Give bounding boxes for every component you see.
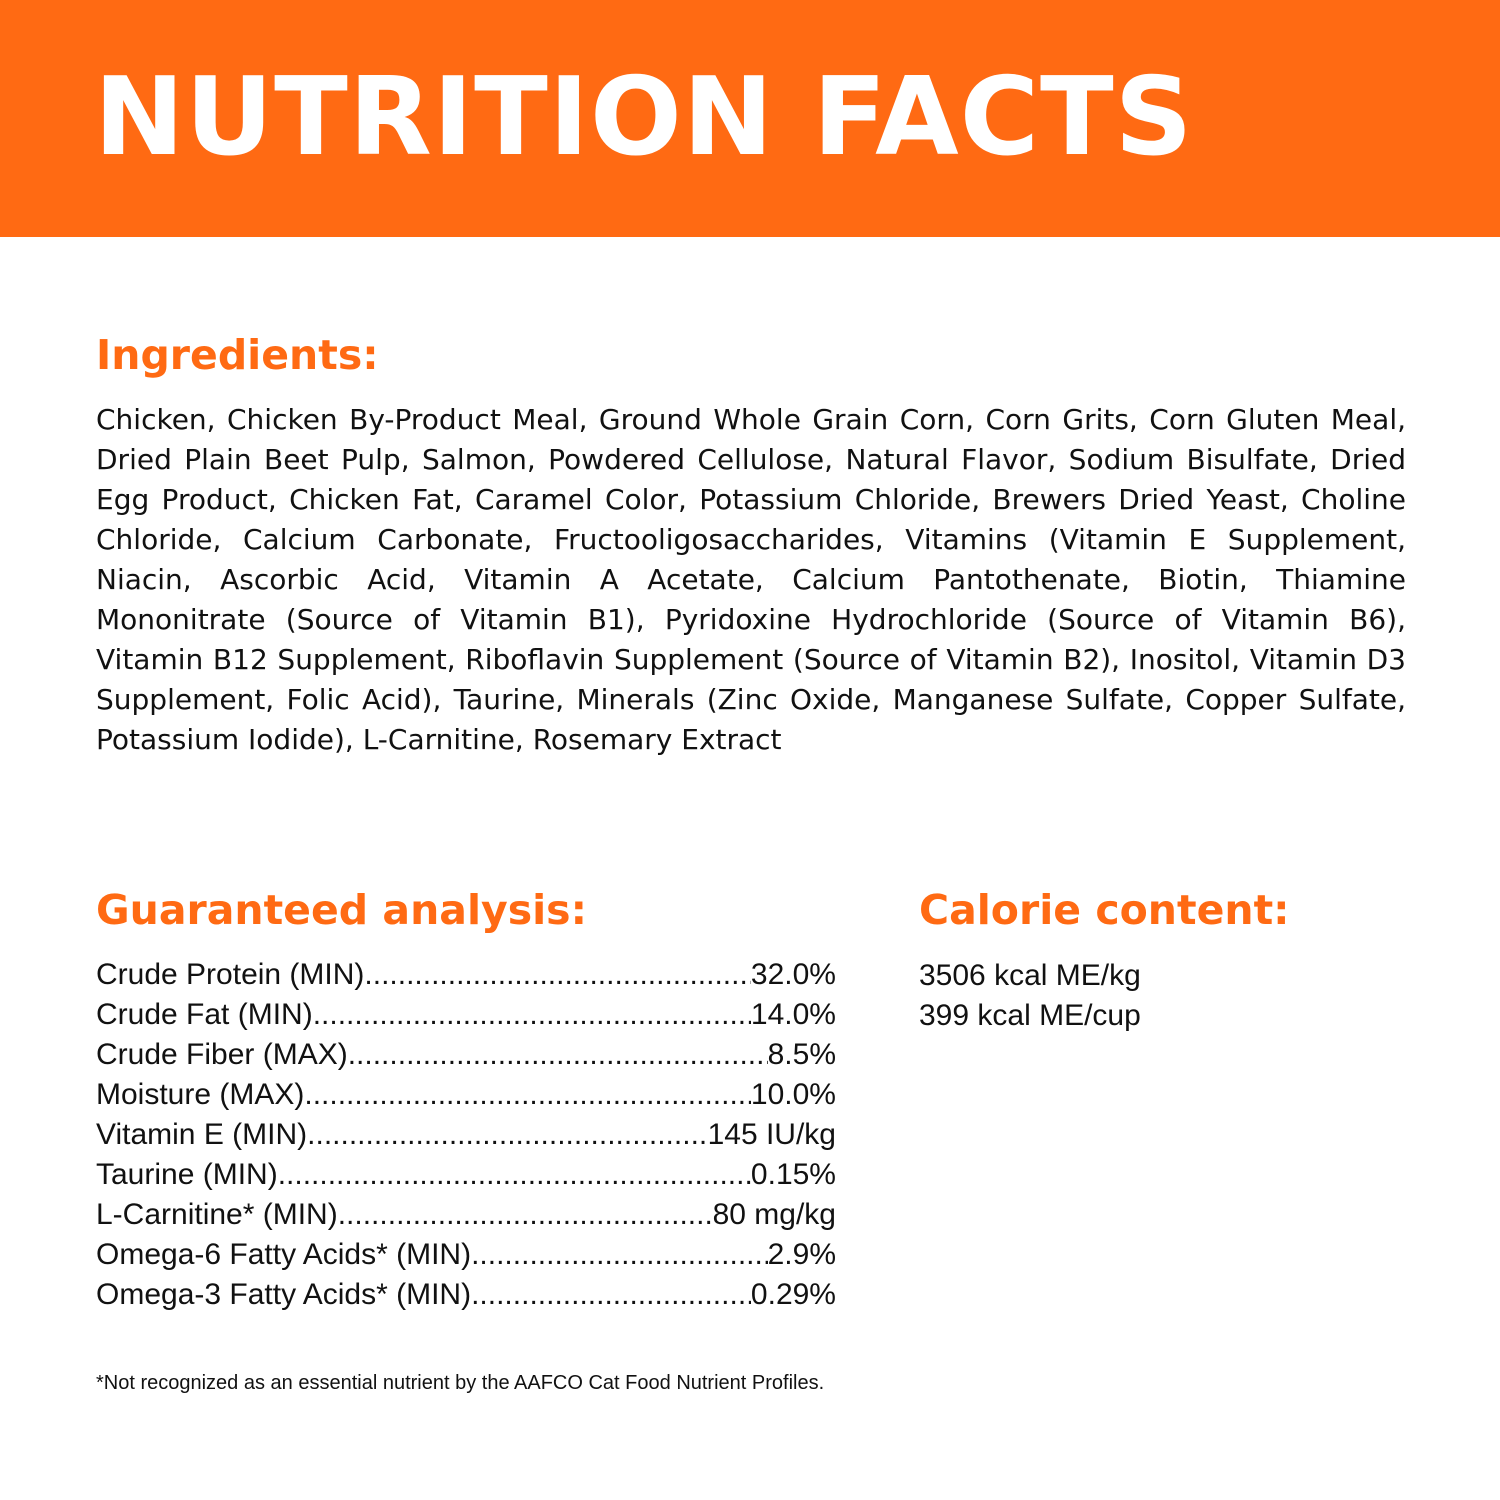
analysis-row: Crude Protein (MIN) 32.0%: [96, 955, 836, 995]
calorie-per-kg: 3506 kcal ME/kg: [919, 959, 1141, 992]
analysis-value: 2.9%: [767, 1238, 836, 1271]
dot-leader: [471, 1235, 768, 1275]
analysis-label: Crude Fiber (MAX): [96, 1038, 348, 1071]
analysis-value: 14.0%: [750, 998, 836, 1031]
title-banner: NUTRITION FACTS: [0, 0, 1500, 237]
analysis-label: Moisture (MAX): [96, 1078, 305, 1111]
analysis-label: Omega-3 Fatty Acids* (MIN): [96, 1278, 472, 1311]
analysis-row: Taurine (MIN) 0.15%: [96, 1155, 836, 1195]
dot-leader: [313, 995, 751, 1035]
analysis-value: 80 mg/kg: [712, 1198, 836, 1231]
analysis-value: 145 IU/kg: [707, 1118, 836, 1151]
analysis-row: Crude Fiber (MAX) 8.5%: [96, 1035, 836, 1075]
analysis-label: Taurine (MIN): [96, 1158, 278, 1191]
dot-leader: [307, 1115, 707, 1155]
analysis-row: Vitamin E (MIN) 145 IU/kg: [96, 1115, 836, 1155]
analysis-row: L-Carnitine* (MIN) 80 mg/kg: [96, 1195, 836, 1235]
dot-leader: [471, 1275, 751, 1315]
dot-leader: [304, 1075, 751, 1115]
footnote: *Not recognized as an essential nutrient…: [96, 1372, 825, 1394]
page-title: NUTRITION FACTS: [94, 55, 1194, 180]
analysis-row: Omega-3 Fatty Acids* (MIN) 0.29%: [96, 1275, 836, 1315]
ingredients-heading: Ingredients:: [96, 331, 379, 379]
analysis-value: 0.15%: [750, 1158, 836, 1191]
calorie-content-heading: Calorie content:: [919, 886, 1290, 934]
analysis-value: 8.5%: [767, 1038, 836, 1071]
ingredients-list-text: Chicken, Chicken By-Product Meal, Ground…: [96, 403, 1406, 756]
dot-leader: [348, 1035, 768, 1075]
dot-leader: [364, 955, 751, 995]
analysis-value: 0.29%: [750, 1278, 836, 1311]
analysis-label: Vitamin E (MIN): [96, 1118, 308, 1151]
analysis-row: Moisture (MAX) 10.0%: [96, 1075, 836, 1115]
guaranteed-analysis-list: Crude Protein (MIN) 32.0% Crude Fat (MIN…: [96, 955, 836, 1315]
analysis-value: 32.0%: [750, 958, 836, 991]
dot-leader: [338, 1195, 713, 1235]
calorie-content-list: 3506 kcal ME/kg 399 kcal ME/cup: [919, 956, 1141, 1036]
analysis-label: Crude Protein (MIN): [96, 958, 365, 991]
analysis-label: L-Carnitine* (MIN): [96, 1198, 338, 1231]
analysis-label: Crude Fat (MIN): [96, 998, 313, 1031]
calorie-per-cup: 399 kcal ME/cup: [919, 999, 1141, 1032]
guaranteed-analysis-heading: Guaranteed analysis:: [96, 886, 587, 934]
analysis-row: Omega-6 Fatty Acids* (MIN) 2.9%: [96, 1235, 836, 1275]
analysis-row: Crude Fat (MIN) 14.0%: [96, 995, 836, 1035]
analysis-value: 10.0%: [750, 1078, 836, 1111]
analysis-label: Omega-6 Fatty Acids* (MIN): [96, 1238, 472, 1271]
dot-leader: [278, 1155, 751, 1195]
